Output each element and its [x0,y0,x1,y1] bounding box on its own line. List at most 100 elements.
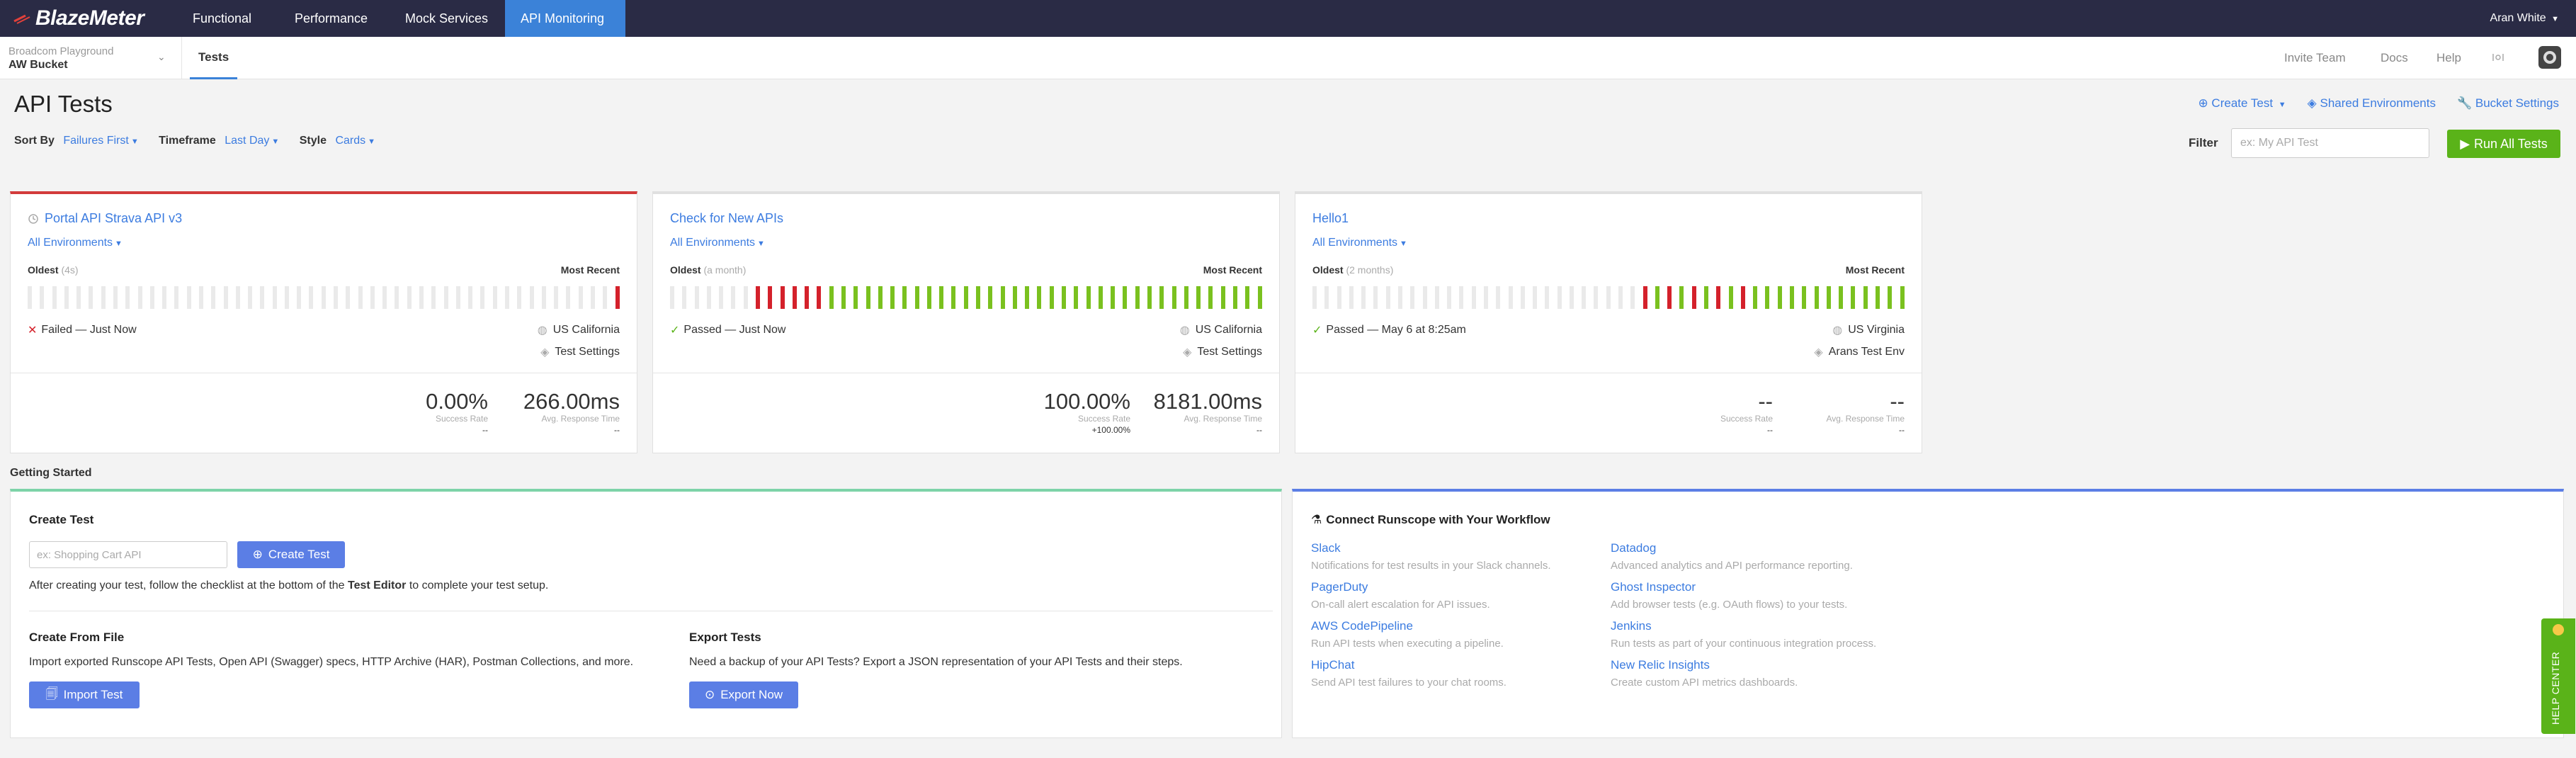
integration-link[interactable]: Ghost Inspector [1611,580,1696,594]
docs-link[interactable]: Docs [2381,51,2408,64]
help-link[interactable]: Help [2436,51,2461,64]
workspace-org[interactable]: Broadcom Playground [8,45,114,57]
run-bar-pass[interactable] [1074,286,1079,309]
run-bar-pass[interactable] [1086,286,1091,309]
run-bar-pass[interactable] [1777,286,1782,309]
run-bar-pass[interactable] [1098,286,1103,309]
run-bar-pass[interactable] [1159,286,1164,309]
bucket-settings-link[interactable]: 🔧 Bucket Settings [2457,96,2559,111]
run-bar-fail[interactable] [1716,286,1721,309]
nav-mock-services[interactable]: Mock Services [405,11,489,26]
run-bar-pass[interactable] [1012,286,1017,309]
run-bar-pass[interactable] [829,286,834,309]
test-card[interactable]: Check for New APIs All Environments ▼ Old… [652,191,1280,453]
run-bar-pass[interactable] [1171,286,1176,309]
run-bar-pass[interactable] [963,286,968,309]
create-test-button[interactable]: ⊕ Create Test [237,541,345,568]
run-bar-fail[interactable] [780,286,785,309]
test-settings-link[interactable]: ◈ Test Settings [1183,345,1262,359]
test-title-link[interactable]: Hello1 [1312,211,1349,226]
run-bar-pass[interactable] [1888,286,1893,309]
integration-link[interactable]: Datadog [1611,541,1657,555]
shared-environments-link[interactable]: ◈ Shared Environments [2308,96,2436,111]
run-bar-pass[interactable] [1655,286,1659,309]
run-bar-pass[interactable] [1147,286,1152,309]
run-bar-pass[interactable] [1802,286,1807,309]
run-bar-pass[interactable] [1789,286,1794,309]
broadcast-icon[interactable] [2492,51,2504,64]
test-name-input[interactable] [29,541,227,568]
integration-link[interactable]: Slack [1311,541,1341,555]
run-all-tests-button[interactable]: ▶ Run All Tests [2447,130,2560,158]
avatar[interactable] [2538,46,2561,69]
run-bar-pass[interactable] [1826,286,1831,309]
run-bar-fail[interactable] [1642,286,1647,309]
run-bar-pass[interactable] [1000,286,1005,309]
run-bar-pass[interactable] [1257,286,1262,309]
sort-by-dropdown[interactable]: Failures First ▼ [63,135,138,147]
run-bar-fail[interactable] [805,286,810,309]
nav-functional[interactable]: Functional [193,11,252,26]
test-settings-link[interactable]: ◈ Test Settings [540,345,620,359]
run-bar-fail[interactable] [792,286,797,309]
run-bar-pass[interactable] [1728,286,1733,309]
workspace-bucket[interactable]: AW Bucket [8,59,68,71]
run-bar-pass[interactable] [1123,286,1128,309]
run-bar-pass[interactable] [1704,286,1708,309]
chevron-down-icon[interactable]: ⌄ [157,51,166,62]
run-bar-pass[interactable] [878,286,883,309]
user-menu[interactable]: Aran White ▼ [2490,0,2559,37]
run-bar-fail[interactable] [1740,286,1745,309]
run-bar-pass[interactable] [1900,286,1905,309]
run-bar-pass[interactable] [1765,286,1770,309]
filter-input[interactable] [2231,128,2429,158]
run-bar-fail[interactable] [1691,286,1696,309]
test-settings-link[interactable]: ◈ Arans Test Env [1814,345,1905,359]
integration-link[interactable]: PagerDuty [1311,580,1368,594]
integration-link[interactable]: HipChat [1311,658,1355,672]
run-bar-pass[interactable] [1037,286,1042,309]
run-bar-pass[interactable] [853,286,858,309]
invite-team-link[interactable]: Invite Team [2284,51,2346,64]
nav-performance[interactable]: Performance [295,11,368,26]
run-bar-pass[interactable] [988,286,993,309]
integration-link[interactable]: Jenkins [1611,619,1652,633]
help-center-tab[interactable]: HELP CENTER [2541,618,2575,734]
run-bar-pass[interactable] [1851,286,1856,309]
integration-link[interactable]: New Relic Insights [1611,658,1710,672]
environment-dropdown[interactable]: All Environments ▼ [670,237,765,249]
test-title-link[interactable]: Portal API Strava API v3 [28,211,182,226]
run-bar-pass[interactable] [1062,286,1066,309]
run-bar-pass[interactable] [1753,286,1758,309]
run-bar-pass[interactable] [841,286,846,309]
run-bar-pass[interactable] [1220,286,1225,309]
run-bar-pass[interactable] [1839,286,1844,309]
blazemeter-logo[interactable]: BlazeMeter [13,6,144,31]
run-bar-pass[interactable] [1863,286,1868,309]
import-test-button[interactable]: 🗐 Import Test [29,681,140,708]
run-bar-fail[interactable] [1667,286,1672,309]
run-bar-pass[interactable] [1875,286,1880,309]
run-bar-pass[interactable] [951,286,956,309]
run-bar-pass[interactable] [1814,286,1819,309]
run-bar-fail[interactable] [817,286,822,309]
run-bar-pass[interactable] [914,286,919,309]
run-bar-pass[interactable] [976,286,981,309]
run-bar-pass[interactable] [1049,286,1054,309]
run-bar-pass[interactable] [1135,286,1140,309]
export-now-button[interactable]: ⊙ Export Now [689,681,798,708]
run-bar-pass[interactable] [926,286,931,309]
run-bar-pass[interactable] [1245,286,1250,309]
test-card[interactable]: Portal API Strava API v3 All Environment… [10,191,637,453]
run-bar-pass[interactable] [1679,286,1684,309]
run-bar-fail[interactable] [615,286,620,309]
run-bar-pass[interactable] [939,286,944,309]
nav-api-monitoring[interactable]: API Monitoring [505,0,625,37]
run-bar-pass[interactable] [1196,286,1201,309]
integration-link[interactable]: AWS CodePipeline [1311,619,1413,633]
run-bar-pass[interactable] [866,286,870,309]
run-bar-pass[interactable] [1208,286,1213,309]
create-test-link[interactable]: ⊕ Create Test ▼ [2198,96,2286,111]
run-bar-pass[interactable] [1111,286,1116,309]
run-bar-pass[interactable] [902,286,907,309]
